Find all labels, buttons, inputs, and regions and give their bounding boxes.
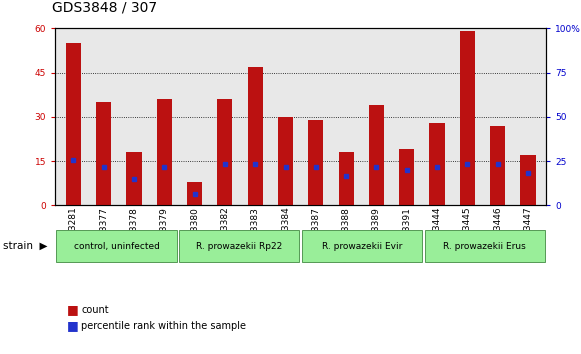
Text: ■: ■: [67, 319, 78, 332]
Text: control, uninfected: control, uninfected: [74, 241, 160, 251]
Text: percentile rank within the sample: percentile rank within the sample: [81, 321, 246, 331]
Bar: [157, 99, 172, 205]
Bar: [66, 43, 81, 205]
Bar: [179, 230, 299, 262]
Bar: [96, 102, 111, 205]
Bar: [217, 99, 232, 205]
Bar: [278, 117, 293, 205]
Bar: [248, 67, 263, 205]
Text: R. prowazekii Evir: R. prowazekii Evir: [322, 241, 402, 251]
Bar: [309, 120, 324, 205]
Bar: [369, 105, 384, 205]
Bar: [56, 230, 177, 262]
Text: R. prowazekii Erus: R. prowazekii Erus: [443, 241, 526, 251]
Text: count: count: [81, 305, 109, 315]
Bar: [460, 31, 475, 205]
Bar: [399, 149, 414, 205]
Bar: [425, 230, 545, 262]
Bar: [490, 126, 505, 205]
Text: R. prowazekii Rp22: R. prowazekii Rp22: [196, 241, 282, 251]
Bar: [187, 182, 202, 205]
Bar: [521, 155, 536, 205]
Text: GDS3848 / 307: GDS3848 / 307: [52, 0, 157, 14]
Text: ■: ■: [67, 303, 78, 316]
Bar: [127, 152, 142, 205]
Text: strain  ▶: strain ▶: [3, 241, 48, 251]
Bar: [429, 123, 444, 205]
Bar: [302, 230, 422, 262]
Bar: [339, 152, 354, 205]
